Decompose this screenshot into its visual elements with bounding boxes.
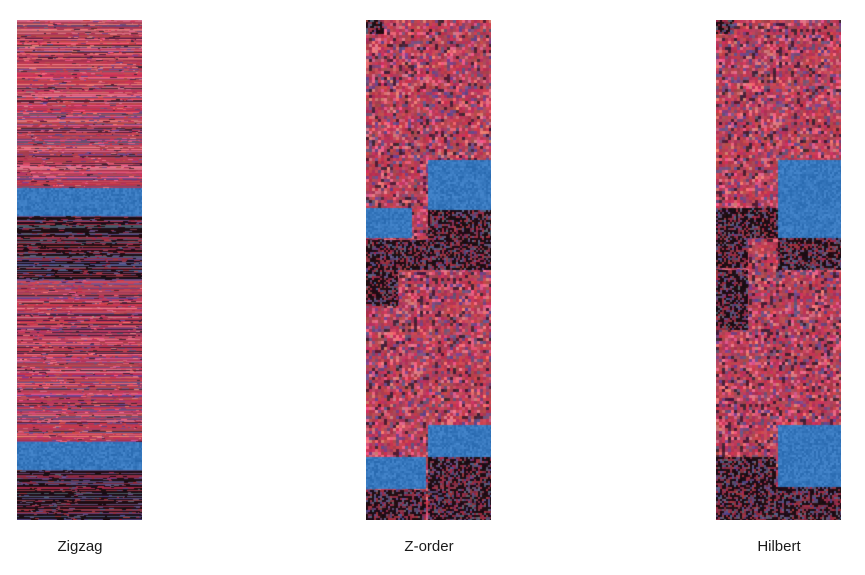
zigzag-curve-image [17,20,142,520]
hilbert-curve-image [716,20,841,520]
zigzag-texture [17,20,142,520]
z-order-curve-image [366,20,491,520]
z-order-caption: Z-order [404,538,454,555]
z-order-texture [366,20,491,520]
zigzag-caption: Zigzag [57,538,103,555]
hilbert-texture [716,20,841,520]
hilbert-caption: Hilbert [757,538,801,555]
